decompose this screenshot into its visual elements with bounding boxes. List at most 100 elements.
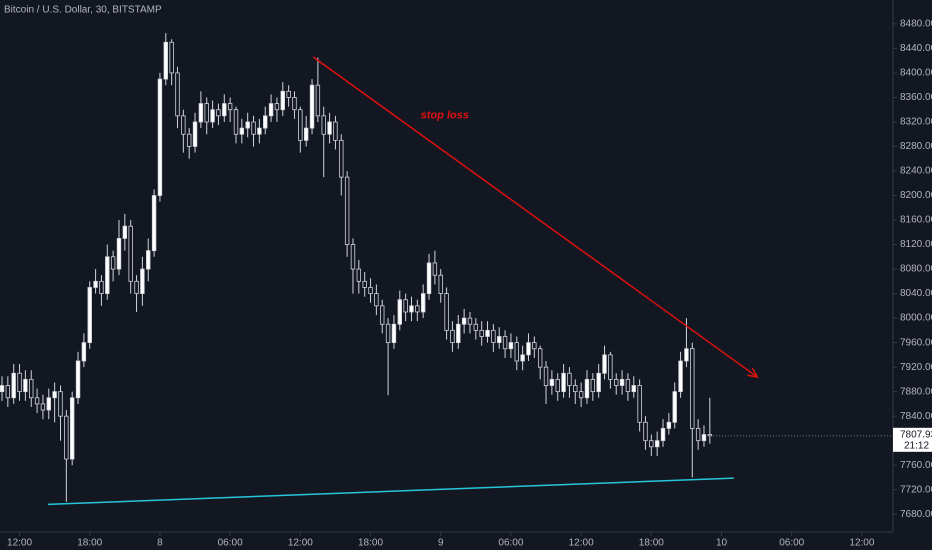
x-tick-label: 12:00	[849, 538, 874, 549]
candle-body	[415, 305, 420, 313]
candle-body	[280, 90, 285, 111]
candle-body	[303, 127, 309, 141]
candle-body	[526, 342, 531, 356]
candle-body	[344, 176, 350, 245]
candle-body	[245, 121, 250, 129]
candle-body	[695, 428, 701, 442]
candle-body	[17, 372, 22, 393]
candle-body	[654, 440, 660, 448]
annotation: stop loss	[421, 110, 469, 122]
candle-body	[514, 342, 519, 362]
y-tick-label: 8480.00	[900, 19, 932, 30]
candle-body	[631, 385, 636, 393]
trend-line	[47, 477, 734, 506]
candle-body	[339, 139, 344, 178]
candle-body	[321, 115, 326, 135]
candle-body	[122, 225, 128, 239]
candle-body	[274, 103, 280, 111]
candle-body	[216, 109, 221, 117]
y-tick-label: 8400.00	[900, 68, 932, 79]
candle-body	[537, 348, 543, 368]
x-tick-label: 12:00	[7, 538, 32, 549]
candle-body	[672, 391, 677, 423]
candle-body	[157, 78, 163, 196]
candle-body	[573, 385, 578, 393]
candle-body	[637, 385, 642, 423]
candle-body	[461, 317, 467, 325]
candle-body	[619, 378, 625, 386]
candle-body	[263, 115, 268, 129]
x-tick-label: 12:00	[288, 538, 313, 549]
candle-body	[491, 329, 496, 344]
candle-body	[420, 293, 426, 313]
x-tick-label: 8	[157, 538, 163, 549]
trend-line	[312, 56, 758, 378]
y-tick-label: 8360.00	[900, 92, 932, 103]
candle-body	[385, 323, 391, 344]
last-price-label: 7807.93	[900, 429, 932, 440]
y-tick-label: 8160.00	[900, 215, 932, 226]
candle-body	[163, 41, 168, 80]
candle-body	[380, 305, 385, 325]
candle-body	[5, 385, 11, 399]
y-tick-label: 7680.00	[900, 509, 932, 520]
candle-body	[46, 397, 51, 411]
candle-body	[690, 348, 695, 429]
candle-body	[268, 103, 274, 117]
candle-body	[409, 305, 414, 313]
last-price-box	[893, 427, 932, 452]
y-tick-label: 7760.00	[900, 460, 932, 471]
candle-body	[333, 121, 338, 141]
y-tick-label: 7880.00	[900, 386, 932, 397]
candle-body	[596, 372, 601, 393]
y-tick-label: 7840.00	[900, 411, 932, 422]
x-tick-label: 06:00	[218, 538, 243, 549]
candle-body	[543, 366, 549, 386]
candle-body	[555, 378, 560, 393]
candle-body	[23, 378, 28, 393]
candle-body	[397, 299, 402, 325]
candle-body	[81, 342, 87, 362]
candle-body	[257, 127, 262, 135]
candle-body	[40, 403, 46, 411]
candle-body	[93, 280, 98, 288]
candle-body	[52, 391, 57, 399]
candle-body	[403, 299, 408, 313]
candle-body	[105, 256, 110, 294]
candle-body	[368, 287, 373, 294]
candle-body	[362, 280, 367, 288]
candle-body	[286, 90, 291, 98]
candle-body	[99, 280, 104, 294]
x-tick-label: 12:00	[569, 538, 594, 549]
y-tick-label: 8080.00	[900, 264, 932, 275]
y-tick-label: 7720.00	[900, 484, 932, 495]
candle-body	[210, 109, 215, 123]
y-tick-label: 8320.00	[900, 117, 932, 128]
candle-body	[151, 195, 157, 252]
candle-body	[649, 440, 654, 448]
candle-body	[175, 72, 180, 117]
candle-body	[701, 434, 707, 442]
candle-body	[578, 391, 584, 399]
chart-title: Bitcoin / U.S. Dollar, 30, BITSTAMP	[4, 5, 162, 16]
candle-body	[181, 115, 186, 135]
candle-body	[309, 84, 315, 129]
candle-body	[444, 293, 449, 331]
candle-body	[29, 378, 34, 399]
countdown-label: 21:12	[904, 440, 929, 451]
candle-body	[684, 348, 689, 362]
candle-body	[128, 225, 133, 282]
candle-body	[327, 121, 332, 135]
candle-body	[625, 378, 631, 393]
candle-body	[590, 378, 596, 393]
candle-body	[502, 336, 508, 350]
candle-body	[204, 103, 209, 123]
candle-body	[497, 336, 502, 344]
candle-body	[660, 428, 666, 442]
y-tick-label: 7920.00	[900, 362, 932, 373]
candle-body	[227, 103, 233, 111]
y-tick-label: 8240.00	[900, 166, 932, 177]
arrow-head	[747, 367, 759, 378]
candle-body	[479, 329, 484, 337]
